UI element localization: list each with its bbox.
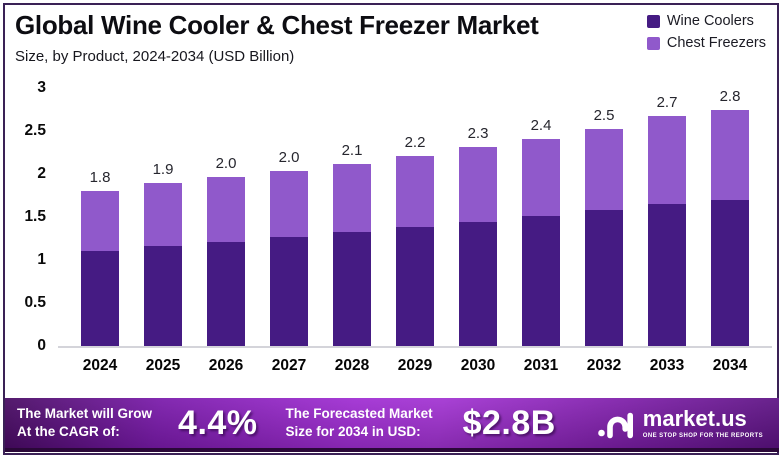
market-us-logo: market.us ONE STOP SHOP FOR THE REPORTS	[597, 406, 767, 440]
legend-item-wine-coolers: Wine Coolers	[646, 13, 766, 29]
bar-column: 1.9	[143, 88, 183, 346]
y-tick-label: 1.5	[24, 208, 46, 225]
bar-total-label: 2.7	[656, 94, 678, 112]
bar-total-label: 1.8	[89, 169, 111, 187]
legend-label: Wine Coolers	[666, 13, 754, 29]
cagr-text-line1: The Market will Grow	[17, 406, 153, 422]
bar-column: 2.4	[521, 88, 561, 346]
bar-segment-wine-coolers	[270, 236, 308, 346]
bar-segment-wine-coolers	[81, 251, 119, 346]
bar-segment-wine-coolers	[585, 210, 623, 346]
bars-row: 1.8 1.9 2.0 2.0 2.1 2.2 2.3 2.4 2.5 2.7 2.8	[58, 88, 772, 346]
y-tick-label: 0	[37, 337, 46, 354]
legend-label: Chest Freezers	[666, 35, 766, 51]
x-axis-year-label: 2034	[712, 357, 748, 374]
logo-name: market.us	[642, 405, 747, 431]
bar-column: 2.3	[458, 88, 498, 346]
cagr-text: The Market will Grow At the CAGR of:	[17, 405, 152, 441]
x-axis-year-label: 2030	[460, 357, 496, 374]
x-axis-year-label: 2032	[586, 357, 622, 374]
bar-segment-wine-coolers	[459, 222, 497, 346]
bar-segment-chest-freezers	[207, 177, 245, 242]
bar-column: 2.1	[332, 88, 372, 346]
forecast-value: $2.8B	[462, 403, 556, 442]
bar-total-label: 1.9	[152, 160, 174, 178]
y-axis: 3 2.5 2 1.5 1 0.5 0	[12, 79, 54, 354]
bar-segment-chest-freezers	[144, 182, 182, 247]
bar-total-label: 2.2	[404, 133, 426, 151]
cagr-text-line2: At the CAGR of:	[17, 424, 120, 439]
y-tick-label: 2	[37, 165, 46, 182]
y-tick-label: 3	[37, 79, 46, 96]
bar-segment-chest-freezers	[333, 163, 371, 233]
x-axis-year-label: 2028	[334, 357, 370, 374]
bar-column: 2.8	[710, 88, 750, 346]
chest-freezers-swatch-icon	[646, 36, 660, 50]
bar-segment-chest-freezers	[270, 170, 308, 237]
x-axis-year-label: 2031	[523, 357, 559, 374]
page-subtitle: Size, by Product, 2024-2034 (USD Billion…	[15, 48, 295, 65]
chart-legend: Wine Coolers Chest Freezers	[646, 13, 766, 51]
bar-column: 2.0	[269, 88, 309, 346]
cagr-value: 4.4%	[178, 403, 258, 442]
x-axis-year-label: 2026	[208, 357, 244, 374]
bar-segment-chest-freezers	[648, 116, 686, 205]
bar-total-label: 2.1	[341, 141, 363, 159]
bar-segment-wine-coolers	[648, 204, 686, 346]
bar-column: 2.5	[584, 88, 624, 346]
forecast-text-line2: Size for 2034 in USD:	[285, 424, 421, 439]
bar-total-label: 2.4	[530, 116, 552, 134]
bar-total-label: 2.5	[593, 107, 615, 125]
x-axis-year-label: 2033	[649, 357, 685, 374]
market-us-logo-icon	[597, 412, 633, 439]
plot-area: 1.8 1.9 2.0 2.0 2.1 2.2 2.3 2.4 2.5 2.7 2.8	[58, 88, 772, 348]
x-axis-year-label: 2025	[145, 357, 181, 374]
forecast-text-line1: The Forecasted Market	[285, 406, 433, 422]
x-axis-year-label: 2024	[82, 357, 118, 374]
bar-segment-chest-freezers	[522, 138, 560, 217]
stacked-bar-chart: 3 2.5 2 1.5 1 0.5 0 1.8 1.9 2.0 2.0 2.1 2.2 2.3 2.4 2.…	[12, 79, 772, 375]
bar-segment-wine-coolers	[711, 199, 749, 346]
bar-segment-wine-coolers	[333, 232, 371, 346]
bar-column: 2.0	[206, 88, 246, 346]
page-title: Global Wine Cooler & Chest Freezer Marke…	[15, 10, 539, 40]
bar-column: 2.2	[395, 88, 435, 346]
wine-coolers-swatch-icon	[646, 14, 660, 28]
logo-tagline: ONE STOP SHOP FOR THE REPORTS	[642, 432, 763, 439]
forecast-text: The Forecasted Market Size for 2034 in U…	[286, 405, 433, 441]
bar-total-label: 2.8	[719, 88, 741, 105]
bar-segment-wine-coolers	[522, 216, 560, 346]
chart-header: Global Wine Cooler & Chest Freezer Marke…	[15, 10, 539, 65]
bar-column: 2.7	[647, 88, 687, 346]
legend-item-chest-freezers: Chest Freezers	[646, 35, 766, 51]
bar-column: 1.8	[80, 88, 120, 346]
y-tick-label: 0.5	[24, 294, 46, 311]
x-axis-labels: 2024 2025 2026 2027 2028 2029 2030 2031 2032 2033…	[58, 357, 772, 375]
y-tick-label: 1	[37, 251, 46, 268]
x-axis-year-label: 2027	[271, 357, 307, 374]
bar-total-label: 2.0	[215, 155, 237, 173]
bar-segment-wine-coolers	[144, 246, 182, 346]
bar-segment-chest-freezers	[459, 147, 497, 223]
bar-segment-wine-coolers	[207, 241, 245, 346]
bar-segment-chest-freezers	[711, 110, 749, 200]
market-us-logo-text-block: market.us ONE STOP SHOP FOR THE REPORTS	[642, 405, 763, 439]
bar-segment-chest-freezers	[585, 129, 623, 211]
bar-total-label: 2.3	[467, 125, 489, 143]
x-axis-year-label: 2029	[397, 357, 433, 374]
bar-segment-chest-freezers	[396, 155, 434, 228]
bar-segment-wine-coolers	[396, 227, 434, 346]
bar-segment-chest-freezers	[81, 191, 119, 252]
bar-total-label: 2.0	[278, 148, 300, 166]
footer-banner: The Market will Grow At the CAGR of: 4.4…	[5, 398, 779, 452]
y-tick-label: 2.5	[24, 122, 46, 139]
